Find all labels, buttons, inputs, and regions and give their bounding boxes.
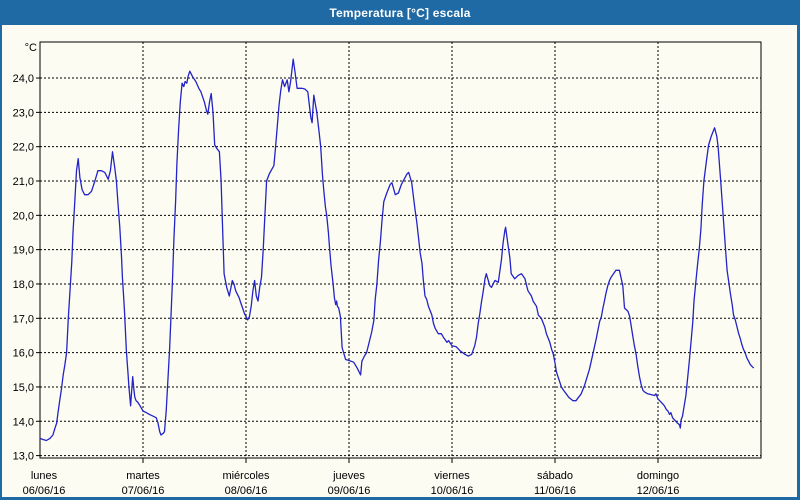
day-label-viernes: viernes	[434, 470, 470, 482]
y-tick-label-24_0: 24,0	[13, 73, 34, 85]
y-tick-label-15_0: 15,0	[13, 382, 34, 394]
y-tick-label-13_0: 13,0	[13, 451, 34, 463]
y-tick-label-14_0: 14,0	[13, 416, 34, 428]
day-label-martes: martes	[126, 470, 160, 482]
day-label-domingo: domingo	[637, 470, 679, 482]
title-bar: Temperatura [°C] escala	[0, 0, 800, 25]
y-tick-label-22_0: 22,0	[13, 142, 34, 154]
day-date-label: 12/06/16	[637, 485, 680, 497]
y-tick-label-16_0: 16,0	[13, 348, 34, 360]
y-axis-unit-label: °C	[25, 42, 37, 54]
plot-border	[39, 41, 762, 459]
chart-title: Temperatura [°C] escala	[329, 5, 471, 20]
day-date-label: 06/06/16	[23, 485, 66, 497]
y-tick-label-19_0: 19,0	[13, 245, 34, 257]
y-tick-label-20_0: 20,0	[13, 210, 34, 222]
day-label-miércoles: miércoles	[222, 470, 270, 482]
day-label-jueves: jueves	[332, 470, 365, 482]
day-date-label: 08/06/16	[225, 485, 268, 497]
day-label-lunes: lunes	[31, 470, 58, 482]
day-date-label: 07/06/16	[122, 485, 165, 497]
day-label-sábado: sábado	[537, 470, 573, 482]
day-date-label: 11/06/16	[534, 485, 576, 497]
day-date-label: 09/06/16	[328, 485, 371, 497]
y-tick-label-17_0: 17,0	[13, 313, 34, 325]
day-date-label: 10/06/16	[431, 485, 474, 497]
y-tick-label-18_0: 18,0	[13, 279, 34, 291]
y-tick-label-23_0: 23,0	[13, 107, 34, 119]
temperature-line	[39, 58, 755, 442]
y-tick-label-21_0: 21,0	[13, 176, 34, 188]
